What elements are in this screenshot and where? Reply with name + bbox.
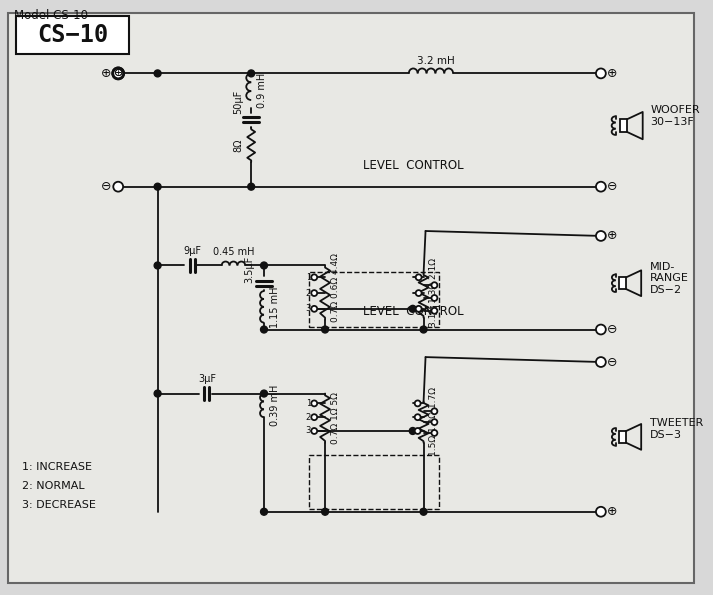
Text: ⊕: ⊕ xyxy=(113,68,123,79)
Circle shape xyxy=(247,183,255,190)
Text: 3.5μF: 3.5μF xyxy=(244,256,254,283)
Text: 3: DECREASE: 3: DECREASE xyxy=(21,500,96,510)
Circle shape xyxy=(420,508,427,515)
Text: WOOFER
30−13F: WOOFER 30−13F xyxy=(650,105,699,127)
Circle shape xyxy=(596,231,606,241)
Circle shape xyxy=(260,326,267,333)
Text: 0.9 mH: 0.9 mH xyxy=(257,73,267,108)
Circle shape xyxy=(312,290,317,296)
Text: ⊕: ⊕ xyxy=(607,505,617,518)
Circle shape xyxy=(247,70,255,77)
Text: 0.45 mH: 0.45 mH xyxy=(212,246,255,256)
Circle shape xyxy=(416,290,421,296)
Text: 3.2 mH: 3.2 mH xyxy=(416,55,454,65)
Text: 1: 1 xyxy=(306,399,311,408)
Circle shape xyxy=(260,262,267,269)
Text: 0.7Ω 0.6Ω 4.4Ω: 0.7Ω 0.6Ω 4.4Ω xyxy=(331,253,340,322)
Circle shape xyxy=(596,325,606,334)
Text: ⊖: ⊖ xyxy=(101,180,112,193)
Text: 8Ω: 8Ω xyxy=(233,139,243,152)
Text: 0.7Ω 1Ω 5Ω: 0.7Ω 1Ω 5Ω xyxy=(331,392,340,444)
Circle shape xyxy=(409,428,416,434)
Circle shape xyxy=(312,306,317,312)
Circle shape xyxy=(312,414,317,420)
Circle shape xyxy=(416,306,421,312)
Text: 9μF: 9μF xyxy=(183,246,201,256)
Circle shape xyxy=(596,357,606,367)
Text: LEVEL  CONTROL: LEVEL CONTROL xyxy=(364,158,464,171)
Circle shape xyxy=(431,308,437,314)
Text: ⊖: ⊖ xyxy=(607,323,617,336)
Text: 3: 3 xyxy=(306,304,311,314)
Circle shape xyxy=(312,428,317,434)
Bar xyxy=(620,277,626,289)
Text: 2: NORMAL: 2: NORMAL xyxy=(21,481,84,491)
Text: ⊖: ⊖ xyxy=(113,68,123,79)
Text: ⊖: ⊖ xyxy=(607,356,617,368)
Circle shape xyxy=(596,507,606,516)
Circle shape xyxy=(420,326,427,333)
Circle shape xyxy=(112,67,124,79)
Text: 3.1Ω 1.3Ω 2.1Ω: 3.1Ω 1.3Ω 2.1Ω xyxy=(429,258,438,327)
Circle shape xyxy=(312,400,317,406)
Circle shape xyxy=(596,68,606,79)
Circle shape xyxy=(113,68,123,79)
Text: 50μF: 50μF xyxy=(233,90,243,114)
Text: CS−10: CS−10 xyxy=(37,23,108,47)
Circle shape xyxy=(322,508,329,515)
Text: ⊕: ⊕ xyxy=(607,67,617,80)
Circle shape xyxy=(260,508,267,515)
Circle shape xyxy=(596,181,606,192)
Circle shape xyxy=(431,408,437,414)
Circle shape xyxy=(431,295,437,301)
Circle shape xyxy=(312,274,317,280)
Text: Model CS-10: Model CS-10 xyxy=(14,10,88,23)
Circle shape xyxy=(260,390,267,397)
FancyBboxPatch shape xyxy=(16,16,129,54)
Circle shape xyxy=(415,414,421,420)
FancyBboxPatch shape xyxy=(8,13,694,583)
Text: 2: 2 xyxy=(306,289,311,298)
Circle shape xyxy=(431,419,437,425)
Circle shape xyxy=(416,274,421,280)
Circle shape xyxy=(113,181,123,192)
Text: ⊖: ⊖ xyxy=(607,180,617,193)
Text: 3: 3 xyxy=(306,427,311,436)
Circle shape xyxy=(431,430,437,436)
Text: 1: INCREASE: 1: INCREASE xyxy=(21,462,92,472)
Text: MID-
RANGE
DS−2: MID- RANGE DS−2 xyxy=(650,262,689,295)
Text: ⊕: ⊕ xyxy=(607,230,617,242)
Circle shape xyxy=(154,183,161,190)
Circle shape xyxy=(322,326,329,333)
Circle shape xyxy=(409,305,416,312)
Text: 1.5Ω 1.2Ω 1.7Ω: 1.5Ω 1.2Ω 1.7Ω xyxy=(429,387,438,456)
Text: TWEETER
DS−3: TWEETER DS−3 xyxy=(650,418,704,440)
Circle shape xyxy=(154,390,161,397)
Text: ⊕: ⊕ xyxy=(101,67,112,80)
Text: 1: 1 xyxy=(306,273,311,282)
Circle shape xyxy=(154,70,161,77)
Text: 3μF: 3μF xyxy=(198,374,216,384)
Circle shape xyxy=(415,400,421,406)
Circle shape xyxy=(415,428,421,434)
Bar xyxy=(620,431,626,443)
Circle shape xyxy=(154,262,161,269)
Text: 2: 2 xyxy=(306,413,311,422)
Bar xyxy=(620,120,627,132)
Text: 0.39 mH: 0.39 mH xyxy=(270,385,280,426)
Text: LEVEL  CONTROL: LEVEL CONTROL xyxy=(364,305,464,318)
Circle shape xyxy=(431,282,437,288)
Circle shape xyxy=(112,67,124,79)
Text: 1.15 mH: 1.15 mH xyxy=(270,286,280,328)
